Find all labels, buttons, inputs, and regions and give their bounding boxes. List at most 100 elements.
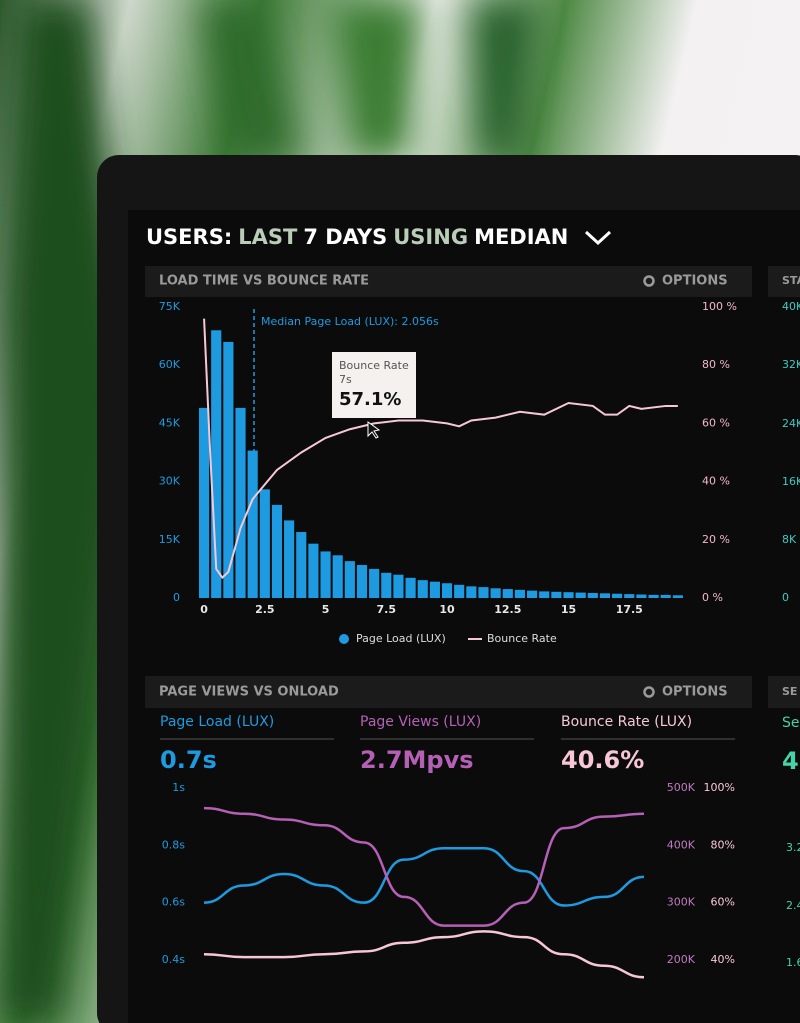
line-series bbox=[203, 930, 645, 979]
title-part: 7 DAYS bbox=[303, 225, 387, 249]
y-tick-label: 400K bbox=[667, 838, 696, 851]
bar bbox=[539, 591, 550, 598]
bar bbox=[490, 588, 501, 598]
y2-tick-label: 80 % bbox=[702, 358, 730, 371]
bar bbox=[454, 584, 465, 598]
y-tick-label: 45K bbox=[159, 416, 181, 429]
options-button[interactable]: OPTIONS bbox=[662, 685, 728, 700]
median-label: Median Page Load (LUX): 2.056s bbox=[261, 315, 439, 328]
title-part: MEDIAN bbox=[474, 225, 568, 249]
panel-title: STA bbox=[782, 274, 800, 287]
stat-value: 4 bbox=[782, 747, 799, 775]
gear-icon[interactable] bbox=[643, 686, 655, 698]
line-series bbox=[203, 806, 645, 927]
y-tick-label: 500K bbox=[667, 781, 696, 794]
x-tick-label: 17.5 bbox=[616, 603, 643, 616]
panel-title: LOAD TIME VS BOUNCE RATE bbox=[159, 274, 369, 289]
bar bbox=[429, 581, 440, 598]
cursor-icon bbox=[367, 421, 381, 439]
bar bbox=[356, 565, 368, 598]
tooltip-title: Bounce Rate bbox=[339, 359, 409, 372]
panel-header bbox=[768, 266, 800, 297]
stat-label: Bounce Rate (LUX) bbox=[561, 714, 692, 730]
bar bbox=[369, 568, 380, 598]
bar bbox=[199, 407, 210, 598]
panel-title: PAGE VIEWS VS ONLOAD bbox=[159, 685, 339, 700]
bar bbox=[466, 586, 477, 598]
bar bbox=[381, 572, 392, 598]
bar bbox=[672, 595, 683, 598]
title-part: USING bbox=[393, 225, 468, 249]
y-tick-label: 1s bbox=[172, 781, 185, 794]
bar bbox=[417, 580, 428, 598]
legend-label: Bounce Rate bbox=[487, 632, 557, 645]
tooltip bbox=[332, 352, 416, 418]
y-tick-label: 300K bbox=[667, 896, 696, 909]
bar bbox=[636, 594, 647, 598]
stat-label: Page Views (LUX) bbox=[360, 714, 481, 730]
title-part: USERS: bbox=[146, 225, 232, 249]
y-tick-label: 60% bbox=[711, 896, 735, 909]
dropdown-icon[interactable] bbox=[584, 230, 612, 246]
tooltip-value: 57.1% bbox=[339, 389, 401, 410]
x-tick-label: 2.5 bbox=[255, 603, 275, 616]
bar bbox=[527, 590, 538, 598]
bar bbox=[284, 520, 295, 598]
bar bbox=[308, 543, 319, 598]
bar bbox=[441, 583, 453, 598]
y-tick-label: 80% bbox=[711, 838, 735, 851]
stat-value: 0.7s bbox=[160, 746, 217, 774]
options-button[interactable]: OPTIONS bbox=[662, 274, 728, 289]
y-tick-label: 0 bbox=[782, 591, 789, 604]
y-tick-label: 40K bbox=[782, 300, 800, 313]
y-tick-label: 0.4s bbox=[162, 953, 185, 966]
panel-title: SE bbox=[782, 685, 797, 698]
y-tick-label: 32K bbox=[782, 358, 800, 371]
y-tick-label: 40% bbox=[711, 953, 735, 966]
stat-value: 2.7Mpvs bbox=[360, 746, 474, 774]
y2-tick-label: 0 % bbox=[702, 591, 723, 604]
bar bbox=[393, 574, 404, 598]
bar bbox=[551, 591, 562, 598]
title-part: LAST bbox=[238, 225, 298, 249]
bar bbox=[575, 592, 586, 598]
panel-header bbox=[768, 676, 800, 708]
gear-icon[interactable] bbox=[643, 275, 655, 287]
legend-marker bbox=[339, 634, 349, 644]
bar bbox=[405, 577, 416, 598]
line-series bbox=[203, 846, 645, 907]
y2-tick-label: 40 % bbox=[702, 475, 730, 488]
bar bbox=[235, 407, 246, 598]
bar bbox=[332, 555, 343, 598]
bar bbox=[223, 341, 234, 598]
y-tick-label: 16K bbox=[782, 475, 800, 488]
bar bbox=[612, 593, 623, 598]
stat-label: Ses bbox=[782, 715, 800, 731]
stat-value: 40.6% bbox=[561, 746, 644, 774]
stat-label: Page Load (LUX) bbox=[160, 714, 274, 730]
bar bbox=[648, 594, 659, 598]
x-tick-label: 0 bbox=[200, 603, 208, 616]
y-tick-label: 100% bbox=[704, 781, 735, 794]
bar bbox=[259, 489, 270, 598]
y-tick-label: 8K bbox=[782, 533, 797, 546]
y-tick-label: 30K bbox=[159, 475, 181, 488]
bar bbox=[296, 532, 307, 598]
dashboard: USERS: LAST 7 DAYS USING MEDIAN LOAD TIME VS … bbox=[146, 225, 800, 979]
x-tick-label: 15 bbox=[561, 603, 576, 616]
y-tick-label: 60K bbox=[159, 358, 181, 371]
bar bbox=[320, 551, 331, 598]
screen bbox=[128, 210, 800, 1023]
x-tick-label: 12.5 bbox=[494, 603, 521, 616]
panel-header bbox=[145, 266, 752, 297]
bar bbox=[502, 589, 513, 598]
y-tick-label: 75K bbox=[159, 300, 181, 313]
y-tick-label: 0.8s bbox=[162, 838, 185, 851]
bar bbox=[344, 561, 355, 598]
bar bbox=[271, 504, 283, 598]
line-series bbox=[203, 318, 678, 580]
y-tick-label: 0 bbox=[173, 591, 180, 604]
bar bbox=[478, 587, 489, 598]
y-tick-label: 3.2 bbox=[786, 841, 800, 854]
